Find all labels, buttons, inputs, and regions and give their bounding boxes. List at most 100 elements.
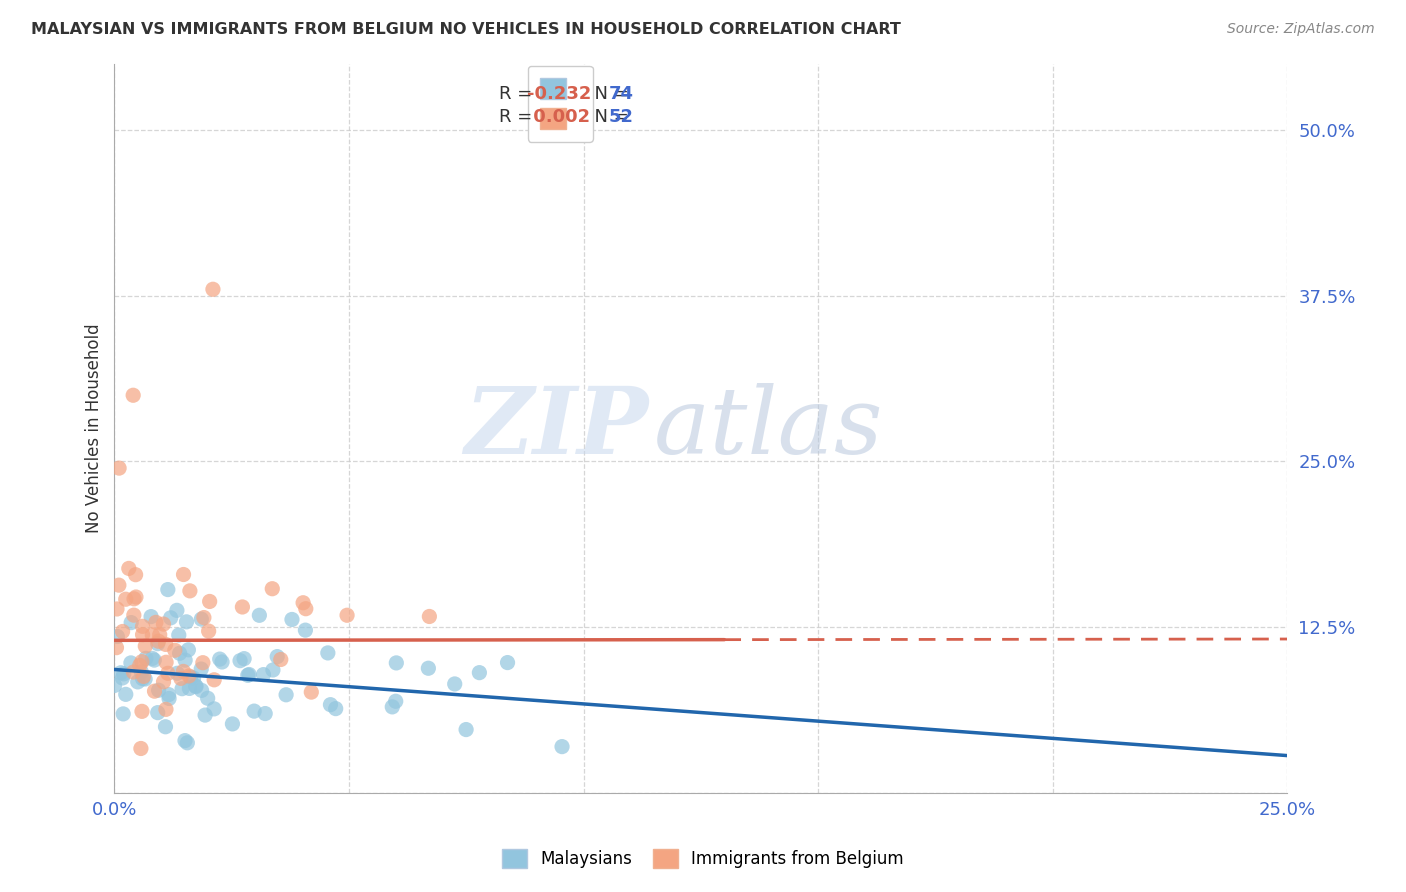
Point bbox=[131, 628, 153, 642]
Text: atlas: atlas bbox=[654, 384, 883, 474]
Point bbox=[243, 704, 266, 718]
Point bbox=[122, 591, 145, 606]
Point bbox=[172, 665, 194, 679]
Point bbox=[145, 615, 167, 630]
Point bbox=[120, 615, 142, 630]
Point bbox=[233, 651, 256, 665]
Point bbox=[254, 706, 277, 721]
Point bbox=[108, 578, 131, 592]
Point bbox=[281, 612, 304, 626]
Point bbox=[202, 673, 225, 687]
Text: R =: R = bbox=[499, 85, 538, 103]
Point bbox=[143, 684, 166, 698]
Point bbox=[166, 666, 188, 681]
Point bbox=[198, 594, 221, 608]
Point bbox=[294, 623, 316, 637]
Point bbox=[114, 687, 136, 701]
Point bbox=[111, 624, 134, 639]
Point bbox=[381, 699, 404, 714]
Point bbox=[131, 704, 153, 718]
Point bbox=[155, 637, 177, 651]
Point bbox=[141, 651, 163, 665]
Point bbox=[148, 634, 170, 648]
Point bbox=[262, 663, 284, 677]
Point bbox=[443, 677, 465, 691]
Point bbox=[336, 608, 359, 623]
Point bbox=[152, 617, 174, 632]
Point bbox=[131, 655, 153, 669]
Point bbox=[120, 656, 142, 670]
Point bbox=[231, 599, 253, 614]
Point bbox=[385, 656, 408, 670]
Point bbox=[325, 701, 347, 715]
Point bbox=[177, 642, 200, 657]
Point bbox=[176, 615, 198, 629]
Point bbox=[128, 658, 150, 673]
Point bbox=[274, 688, 297, 702]
Point bbox=[105, 602, 128, 616]
Point bbox=[135, 651, 157, 665]
Point bbox=[141, 628, 163, 642]
Text: N =: N = bbox=[583, 85, 636, 103]
Point bbox=[148, 683, 170, 698]
Point bbox=[176, 736, 198, 750]
Point bbox=[262, 582, 284, 596]
Point bbox=[110, 665, 132, 680]
Point bbox=[112, 666, 135, 681]
Text: Source: ZipAtlas.com: Source: ZipAtlas.com bbox=[1227, 22, 1375, 37]
Point bbox=[134, 639, 156, 653]
Point bbox=[155, 702, 177, 716]
Point bbox=[252, 667, 274, 681]
Point bbox=[122, 608, 145, 623]
Point bbox=[319, 698, 342, 712]
Point bbox=[247, 608, 270, 623]
Point bbox=[152, 674, 174, 689]
Point bbox=[114, 592, 136, 607]
Point bbox=[191, 656, 214, 670]
Point bbox=[167, 628, 190, 642]
Point bbox=[156, 582, 179, 597]
Legend: Malaysians, Immigrants from Belgium: Malaysians, Immigrants from Belgium bbox=[496, 843, 910, 875]
Point bbox=[184, 680, 207, 694]
Point bbox=[132, 669, 155, 683]
Point bbox=[131, 672, 153, 686]
Point bbox=[197, 691, 219, 706]
Point bbox=[292, 596, 315, 610]
Point bbox=[149, 628, 172, 642]
Point bbox=[179, 583, 201, 598]
Point bbox=[112, 706, 135, 721]
Point bbox=[129, 665, 152, 679]
Point bbox=[190, 612, 212, 626]
Point bbox=[166, 603, 188, 617]
Text: ZIP: ZIP bbox=[464, 384, 648, 474]
Text: -0.232: -0.232 bbox=[527, 85, 592, 103]
Point bbox=[134, 672, 156, 686]
Point bbox=[122, 665, 145, 679]
Point bbox=[105, 630, 128, 644]
Point bbox=[105, 640, 128, 655]
Point bbox=[201, 282, 224, 296]
Text: 52: 52 bbox=[609, 108, 634, 126]
Text: R =: R = bbox=[499, 108, 538, 126]
Point bbox=[155, 720, 177, 734]
Point bbox=[496, 656, 519, 670]
Point bbox=[177, 669, 200, 683]
Point bbox=[146, 637, 169, 651]
Point bbox=[194, 708, 217, 723]
Point bbox=[221, 717, 243, 731]
Point bbox=[294, 601, 316, 615]
Legend: , : , bbox=[527, 66, 593, 142]
Point bbox=[468, 665, 491, 680]
Point bbox=[197, 624, 219, 639]
Point bbox=[174, 653, 197, 667]
Point bbox=[418, 609, 440, 624]
Point bbox=[156, 666, 179, 681]
Point bbox=[266, 649, 288, 664]
Point bbox=[299, 685, 322, 699]
Point bbox=[190, 683, 212, 698]
Point bbox=[108, 461, 131, 475]
Point bbox=[157, 691, 180, 706]
Text: MALAYSIAN VS IMMIGRANTS FROM BELGIUM NO VEHICLES IN HOUSEHOLD CORRELATION CHART: MALAYSIAN VS IMMIGRANTS FROM BELGIUM NO … bbox=[31, 22, 901, 37]
Text: 74: 74 bbox=[609, 85, 634, 103]
Point bbox=[118, 561, 141, 575]
